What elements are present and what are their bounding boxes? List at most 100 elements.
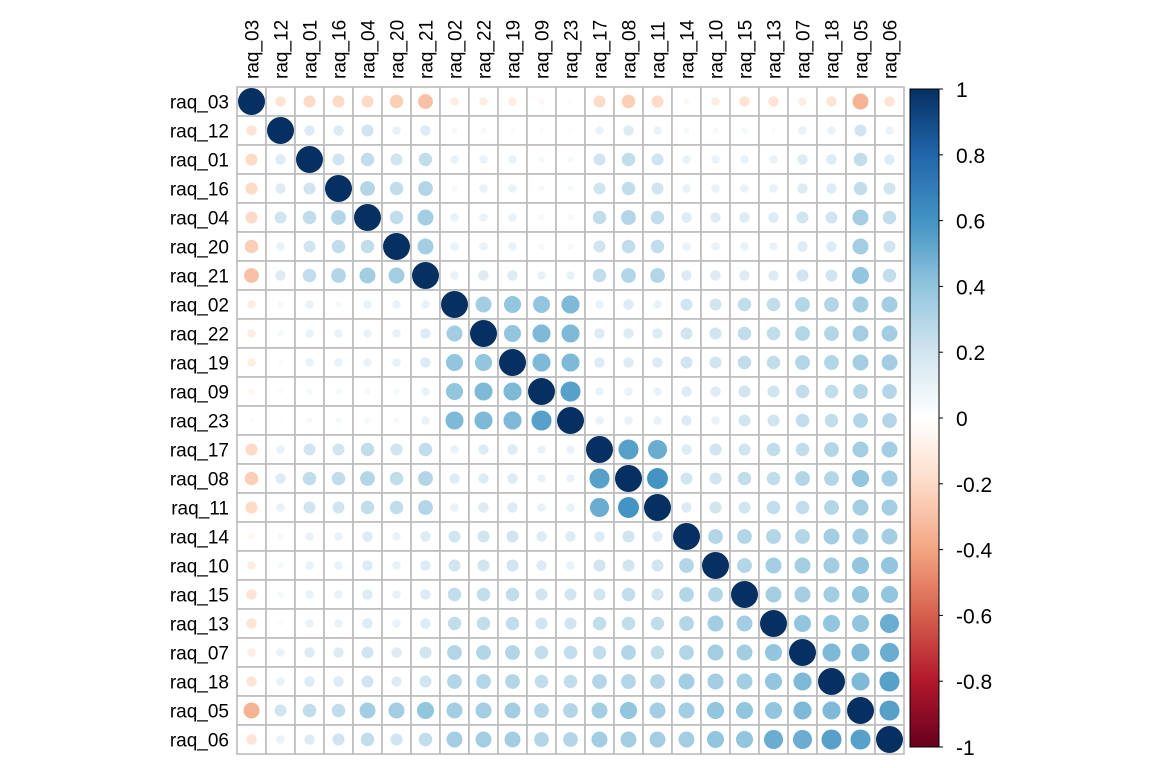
corr-circle-raq_12-raq_19 <box>510 128 515 133</box>
corr-circle-raq_12-raq_16 <box>333 125 344 136</box>
corr-circle-raq_07-raq_20 <box>391 647 402 658</box>
row-label-raq_12: raq_12 <box>170 122 229 143</box>
corr-circle-raq_04-raq_05 <box>852 209 869 226</box>
corr-circle-raq_20-raq_09 <box>538 243 545 250</box>
corr-circle-raq_20-raq_18 <box>826 241 837 252</box>
corr-circle-raq_20-raq_19 <box>508 242 517 251</box>
corr-circle-raq_17-raq_20 <box>390 443 403 456</box>
corr-circle-raq_13-raq_15 <box>736 615 753 632</box>
corr-circle-raq_14-raq_07 <box>795 529 810 544</box>
corr-circle-raq_13-raq_08 <box>621 616 636 631</box>
corr-circle-raq_23-raq_20 <box>393 417 400 424</box>
corr-circle-raq_01-raq_05 <box>853 152 868 167</box>
corr-circle-raq_21-raq_15 <box>739 270 750 281</box>
corr-circle-raq_09-raq_17 <box>595 387 604 396</box>
corr-circle-raq_11-raq_15 <box>738 501 751 514</box>
colorbar-gradient <box>909 88 940 748</box>
corr-circle-raq_17-raq_16 <box>332 443 345 456</box>
corr-circle-raq_21-raq_13 <box>768 270 779 281</box>
corr-circle-raq_22-raq_17 <box>594 328 605 339</box>
grid-cell <box>758 405 789 436</box>
corr-circle-raq_03-raq_17 <box>593 95 606 108</box>
corr-circle-raq_19-raq_12 <box>278 360 283 365</box>
corr-circle-raq_21-raq_12 <box>275 270 286 281</box>
corr-circle-raq_20-raq_06 <box>883 240 896 253</box>
corr-circle-raq_22-raq_21 <box>420 328 431 339</box>
corr-circle-raq_07-raq_01 <box>304 647 315 658</box>
corr-circle-raq_09-raq_06 <box>882 384 897 399</box>
corr-circle-raq_07-raq_21 <box>419 646 432 659</box>
corr-circle-raq_13-raq_17 <box>592 616 607 631</box>
corr-circle-raq_10-raq_11 <box>651 559 664 572</box>
corr-circle-raq_12-raq_15 <box>741 127 748 134</box>
corr-circle-raq_02-raq_10 <box>709 298 722 311</box>
row-label-raq_21: raq_21 <box>170 267 229 288</box>
corr-circle-raq_23-raq_08 <box>624 416 633 425</box>
corr-circle-raq_03-raq_12 <box>275 96 286 107</box>
corr-circle-raq_15-raq_17 <box>593 588 606 601</box>
corr-circle-raq_05-raq_23 <box>563 703 578 718</box>
row-label-raq_15: raq_15 <box>170 586 229 607</box>
corr-circle-raq_12-raq_22 <box>480 127 487 134</box>
corr-circle-raq_13-raq_09 <box>535 617 548 630</box>
corr-circle-raq_10-raq_20 <box>392 561 401 570</box>
corr-circle-raq_03-raq_09 <box>538 98 545 105</box>
row-label-raq_01: raq_01 <box>170 151 229 172</box>
corr-circle-raq_04-raq_04 <box>354 204 381 231</box>
corr-circle-raq_21-raq_06 <box>882 268 897 283</box>
col-label-raq_12: raq_12 <box>272 20 293 79</box>
corr-circle-raq_03-raq_02 <box>450 97 459 106</box>
corr-circle-raq_09-raq_12 <box>278 389 283 394</box>
corr-circle-raq_06-raq_04 <box>360 732 375 747</box>
corr-circle-raq_08-raq_09 <box>537 474 546 483</box>
corr-circle-raq_08-raq_10 <box>709 472 722 485</box>
corr-circle-raq_13-raq_12 <box>278 621 283 626</box>
corr-circle-raq_11-raq_18 <box>824 500 839 515</box>
corr-circle-raq_19-raq_11 <box>652 357 663 368</box>
corr-circle-raq_19-raq_18 <box>824 355 839 370</box>
corr-circle-raq_08-raq_23 <box>566 474 575 483</box>
corr-circle-raq_03-raq_06 <box>884 96 895 107</box>
corr-circle-raq_06-raq_09 <box>534 732 549 747</box>
corr-circle-raq_05-raq_17 <box>591 702 608 719</box>
corr-circle-raq_19-raq_22 <box>474 353 493 372</box>
corr-circle-raq_05-raq_15 <box>735 701 754 720</box>
corr-circle-raq_19-raq_10 <box>709 356 722 369</box>
corr-circle-raq_21-raq_18 <box>825 269 838 282</box>
corr-circle-raq_02-raq_21 <box>421 300 430 309</box>
corr-circle-raq_22-raq_03 <box>247 329 256 338</box>
corr-circle-raq_15-raq_19 <box>505 587 520 602</box>
corr-circle-raq_10-raq_12 <box>277 562 284 569</box>
corr-circle-raq_08-raq_11 <box>647 468 668 489</box>
corr-circle-raq_21-raq_01 <box>302 268 317 283</box>
corr-circle-raq_03-raq_04 <box>361 95 374 108</box>
corr-circle-raq_22-raq_14 <box>680 327 693 340</box>
corr-circle-raq_10-raq_01 <box>305 561 314 570</box>
corr-circle-raq_01-raq_22 <box>479 155 488 164</box>
corr-circle-raq_01-raq_02 <box>450 155 459 164</box>
grid-cell <box>439 86 470 117</box>
corr-circle-raq_09-raq_09 <box>528 378 555 405</box>
corr-circle-raq_12-raq_04 <box>361 124 374 137</box>
corr-circle-raq_14-raq_09 <box>536 531 547 542</box>
row-label-raq_04: raq_04 <box>170 209 230 230</box>
row-label-raq_19: raq_19 <box>170 354 229 375</box>
colorbar-tick-label: -0.8 <box>956 671 992 694</box>
corr-circle-raq_04-raq_17 <box>592 210 607 225</box>
corr-circle-raq_14-raq_16 <box>334 532 343 541</box>
corr-circle-raq_10-raq_22 <box>477 559 490 572</box>
corr-circle-raq_18-raq_11 <box>650 674 665 689</box>
corr-circle-raq_04-raq_01 <box>302 210 317 225</box>
corr-circle-raq_17-raq_03 <box>245 443 258 456</box>
corr-circle-raq_07-raq_11 <box>650 645 665 660</box>
grid-cell <box>265 579 296 610</box>
corr-circle-raq_02-raq_17 <box>595 300 604 309</box>
corr-circle-raq_08-raq_17 <box>589 468 610 489</box>
corr-circle-raq_14-raq_11 <box>652 531 663 542</box>
corr-circle-raq_05-raq_07 <box>793 701 812 720</box>
corr-circle-raq_22-raq_08 <box>623 328 634 339</box>
col-label-raq_09: raq_09 <box>533 20 554 79</box>
corr-circle-raq_21-raq_16 <box>331 268 346 283</box>
corr-circle-raq_15-raq_13 <box>765 586 782 603</box>
corr-circle-raq_06-raq_05 <box>850 729 871 750</box>
